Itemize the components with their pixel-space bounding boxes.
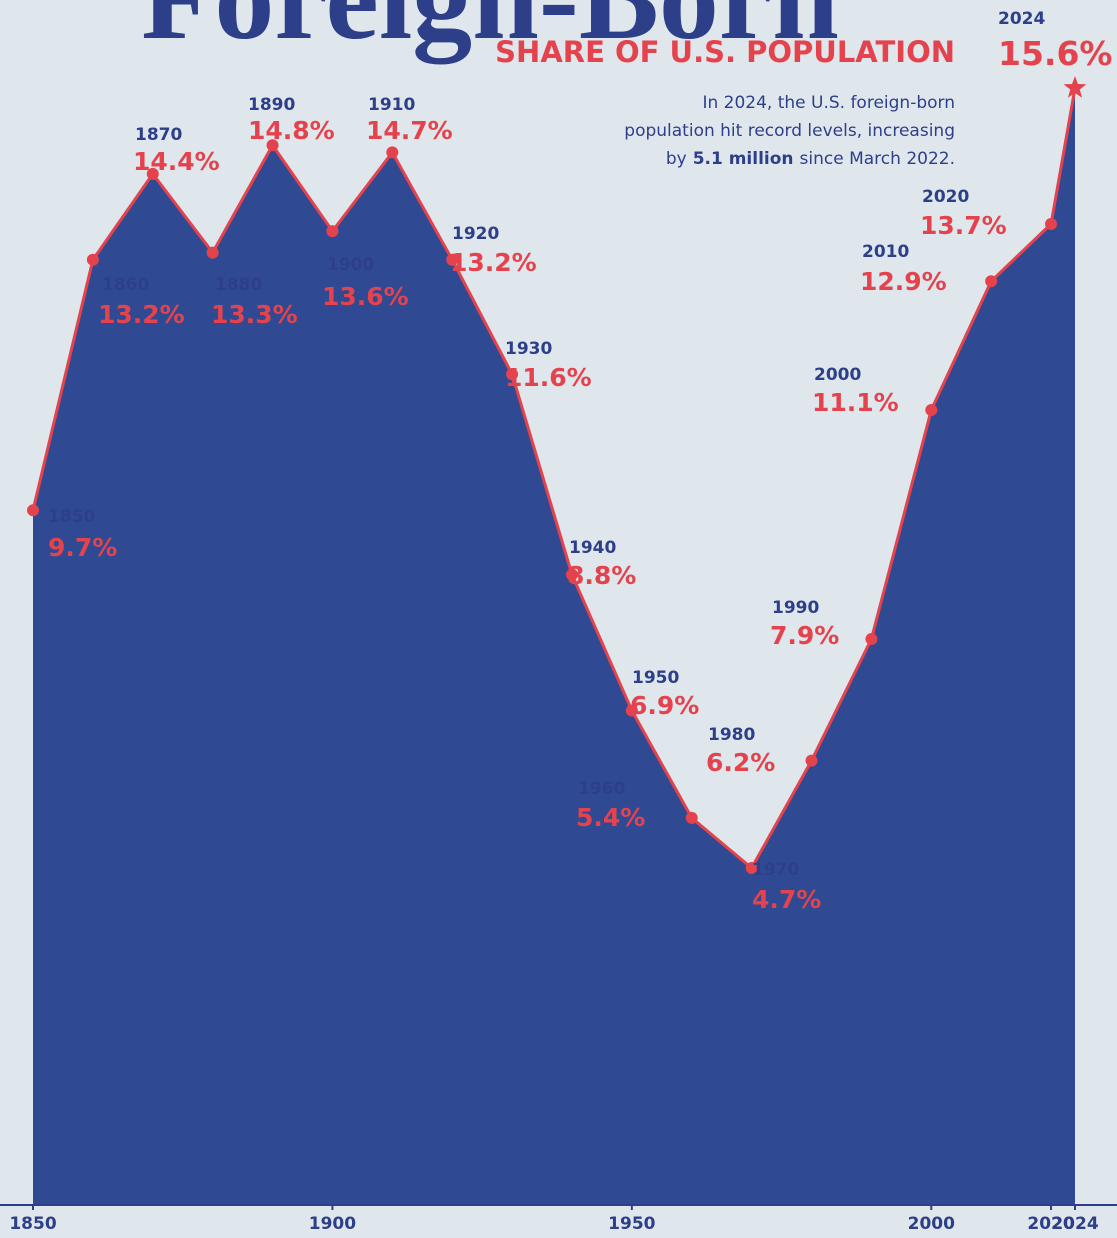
point [865, 633, 877, 645]
value-label: 5.4% [576, 803, 645, 832]
chart: Foreign-Born SHARE OF U.S. POPULATION In… [0, 0, 1117, 1238]
year-label: 1910 [368, 95, 415, 115]
point [686, 812, 698, 824]
annotation-line: population hit record levels, increasing [624, 121, 955, 141]
x-tick-label: 1900 [309, 1214, 356, 1234]
point [925, 404, 937, 416]
value-label: 13.6% [322, 282, 409, 311]
year-label: 2020 [922, 187, 969, 207]
year-label: 1870 [135, 125, 182, 145]
point [27, 504, 39, 516]
point [806, 755, 818, 767]
year-label: 1980 [708, 725, 755, 745]
value-label: 15.6% [998, 34, 1113, 73]
year-label: 1960 [578, 779, 625, 799]
year-label: 1860 [102, 275, 149, 295]
year-label: 1930 [505, 339, 552, 359]
value-label: 8.8% [567, 561, 636, 590]
year-label: 1900 [327, 255, 374, 275]
year-label: 1850 [48, 507, 95, 527]
value-label: 7.9% [770, 621, 839, 650]
value-label: 13.3% [211, 300, 298, 329]
year-label: 1990 [772, 598, 819, 618]
annotation-bold: 5.1 million [693, 149, 794, 169]
year-label: 1890 [248, 95, 295, 115]
year-label: 1920 [452, 224, 499, 244]
value-label: 13.2% [98, 300, 185, 329]
year-label: 1940 [569, 538, 616, 558]
year-label: 2000 [814, 365, 861, 385]
value-label: 11.6% [505, 363, 592, 392]
x-tick-label: 1950 [608, 1214, 655, 1234]
value-label: 4.7% [752, 885, 821, 914]
value-label: 13.7% [920, 211, 1007, 240]
year-label: 1950 [632, 668, 679, 688]
chart-subtitle: SHARE OF U.S. POPULATION [495, 35, 955, 69]
point [207, 247, 219, 259]
x-tick-label: 2000 [908, 1214, 955, 1234]
annotation-text: since March 2022. [800, 149, 955, 169]
value-label: 14.4% [133, 147, 220, 176]
year-label: 1970 [752, 860, 799, 880]
value-label: 14.8% [248, 116, 335, 145]
point [1045, 218, 1057, 230]
annotation-line: In 2024, the U.S. foreign-born [702, 93, 955, 113]
value-label: 11.1% [812, 388, 899, 417]
value-label: 14.7% [366, 116, 453, 145]
value-label: 12.9% [860, 267, 947, 296]
value-label: 9.7% [48, 533, 117, 562]
page: Foreign-Born SHARE OF U.S. POPULATION In… [0, 0, 1117, 1238]
point [326, 225, 338, 237]
annotation-text: by [666, 149, 687, 169]
year-label: 2024 [998, 9, 1045, 29]
value-label: 6.9% [630, 691, 699, 720]
x-tick-label: 2024 [1051, 1214, 1098, 1234]
point [87, 254, 99, 266]
value-label: 13.2% [450, 248, 537, 277]
x-tick-label: 1850 [9, 1214, 56, 1234]
annotation-line: by 5.1 million since March 2022. [666, 149, 955, 169]
point [985, 275, 997, 287]
year-label: 1880 [215, 275, 262, 295]
value-label: 6.2% [706, 748, 775, 777]
year-label: 2010 [862, 242, 909, 262]
point [386, 146, 398, 158]
